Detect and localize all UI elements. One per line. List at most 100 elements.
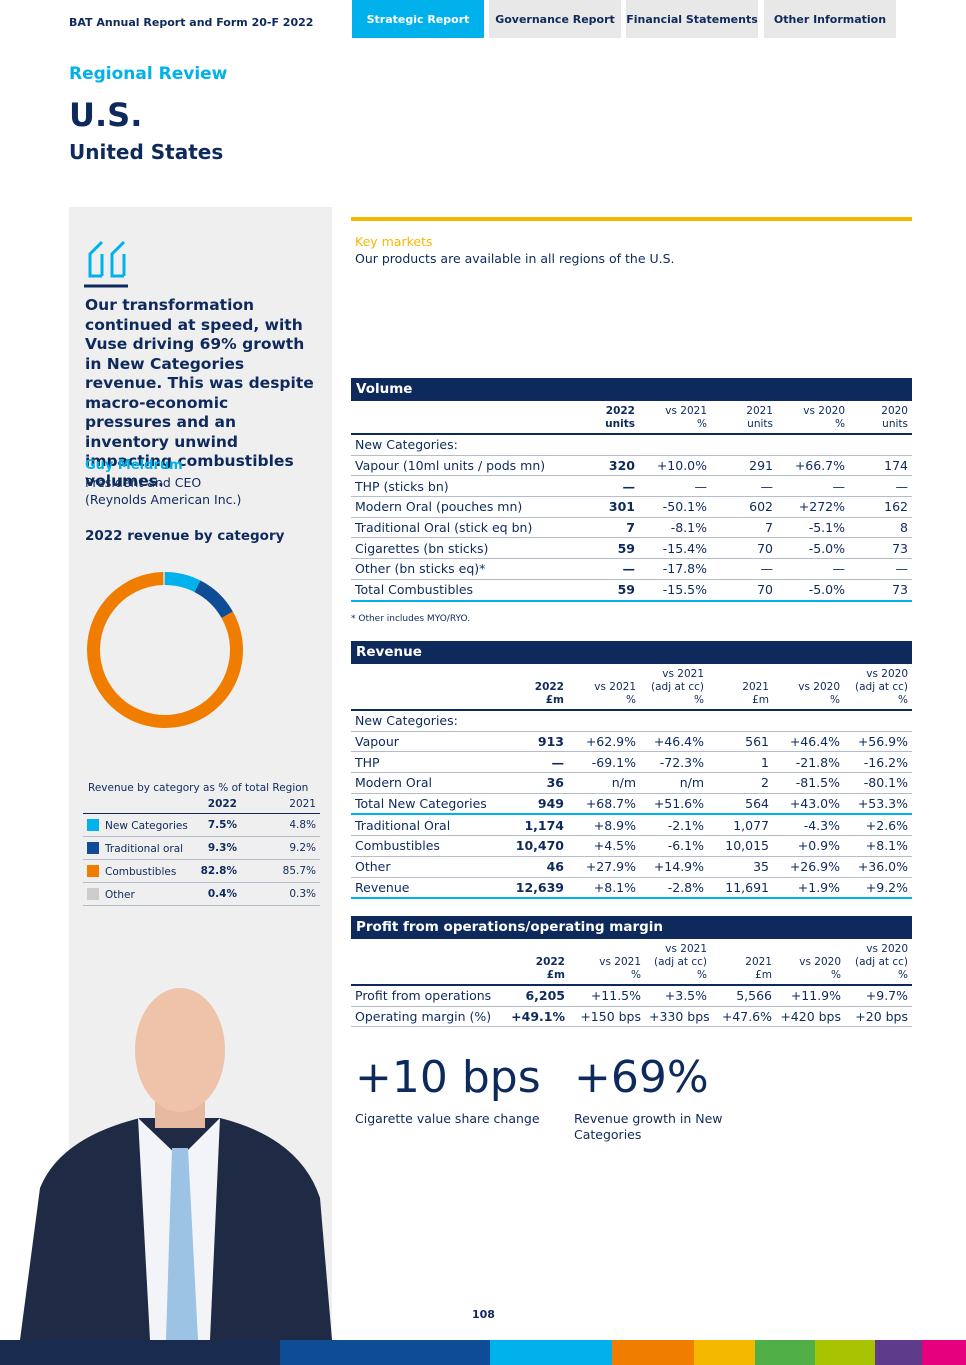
header-cell: vs 2020 (adj at cc)% xyxy=(845,943,912,986)
header-cell: vs 2021% xyxy=(639,405,711,435)
header-line: vs 2020 xyxy=(798,681,840,693)
table-cell: — xyxy=(849,475,912,498)
table-cell: 301 xyxy=(571,496,639,518)
table-row: Combustibles 10,470 +4.5% -6.1% 10,015 +0.9% +… xyxy=(351,835,912,857)
quote-name: Guy Meldrum xyxy=(85,458,183,473)
header-line: % xyxy=(694,694,704,706)
header-line: vs 2020 xyxy=(803,405,845,417)
table-row: New Categories: xyxy=(351,710,912,732)
table-cell: 11,691 xyxy=(708,876,773,900)
data-table: 2022 £m vs 2021% vs 2021 (adj at cc)% 2021 £m v… xyxy=(351,943,912,1028)
table-cell: 35 xyxy=(708,856,773,878)
header-line: vs 2021 xyxy=(662,668,704,680)
table-cell: 73 xyxy=(849,578,912,602)
color-bar xyxy=(0,1340,966,1365)
table-cell: Vapour (10ml units / pods mn) xyxy=(351,455,571,477)
legend-table: 2022 2021 New Categories 7.5% 4.8% Traditiona… xyxy=(83,798,320,906)
data-table: 2022 units vs 2021% 2021 units vs 2020% 2020 un… xyxy=(351,405,912,602)
table-row: Total Combustibles 59 -15.5% 70 -5.0% 73 xyxy=(351,578,912,602)
table-cell xyxy=(640,710,708,732)
header-line: (adj at cc) xyxy=(654,956,707,968)
table-row: THP — -69.1% -72.3% 1 -21.8% -16.2% xyxy=(351,751,912,774)
table-cell: -80.1% xyxy=(844,772,912,794)
header-line: % xyxy=(898,969,908,981)
donut-chart xyxy=(87,572,244,728)
table-row: New Categories: xyxy=(351,434,912,456)
table-cell: — xyxy=(777,475,849,498)
header-cell: vs 2020% xyxy=(773,668,844,711)
table-cell: 7 xyxy=(571,517,639,539)
table-cell: -5.0% xyxy=(777,537,849,560)
table-cell: +56.9% xyxy=(844,731,912,753)
subtitle: United States xyxy=(69,140,224,164)
doc-title: BAT Annual Report and Form 20-F 2022 xyxy=(69,16,314,29)
table-cell: — xyxy=(711,558,777,580)
table-cell: Total New Categories xyxy=(351,792,501,816)
header-line: £m xyxy=(546,969,565,981)
header-cell xyxy=(351,668,501,711)
table-cell: +62.9% xyxy=(568,731,640,753)
nav-tab[interactable]: Strategic Report xyxy=(352,0,484,38)
table-cell: +330 bps xyxy=(645,1006,711,1028)
legend-text: Other xyxy=(105,888,135,901)
table-cell: — xyxy=(849,558,912,580)
table-row: Total New Categories 949 +68.7% +51.6% 564 +4… xyxy=(351,792,912,816)
page-number: 108 xyxy=(472,1308,495,1321)
header-cell: vs 2021% xyxy=(568,668,640,711)
header-line: 2020 xyxy=(881,405,908,417)
legend-swatch xyxy=(87,864,99,877)
table-cell: +4.5% xyxy=(568,835,640,857)
header-line: vs 2020 xyxy=(866,668,908,680)
table-cell: 949 xyxy=(501,792,568,816)
nav-tab[interactable]: Governance Report xyxy=(489,0,621,38)
table-cell: -15.5% xyxy=(639,578,711,602)
nav-tab[interactable]: Other Information xyxy=(764,0,896,38)
header-line: vs 2021 xyxy=(665,943,707,955)
header-cell: 2021 units xyxy=(711,405,777,435)
header-line: £m xyxy=(545,694,564,706)
table-cell: — xyxy=(571,558,639,580)
chart-title: 2022 revenue by category xyxy=(85,528,285,544)
legend-row: Other 0.4% 0.3% xyxy=(83,882,320,906)
legend-label: New Categories xyxy=(83,813,188,837)
table-title: Revenue xyxy=(351,641,912,664)
stat-label: Cigarette value share change xyxy=(355,1111,540,1126)
header-line: 2022 xyxy=(534,681,564,693)
table-cell: 59 xyxy=(571,578,639,602)
table-title: Volume xyxy=(351,378,912,401)
table-cell: 59 xyxy=(571,537,639,560)
table-cell: Cigarettes (bn sticks) xyxy=(351,537,571,560)
header-line: (adj at cc) xyxy=(651,681,704,693)
table-cell xyxy=(639,434,711,456)
table-cell: +53.3% xyxy=(844,792,912,816)
header-line: 2022 xyxy=(535,956,565,968)
table-cell: +11.5% xyxy=(569,985,645,1007)
table-cell: Operating margin (%) xyxy=(351,1006,501,1028)
table-cell: 70 xyxy=(711,537,777,560)
data-table: 2022 £m vs 2021% vs 2021 (adj at cc)% 2021 £m v… xyxy=(351,668,912,900)
table-cell: +68.7% xyxy=(568,792,640,816)
table-cell: +272% xyxy=(777,496,849,518)
legend-swatch xyxy=(87,818,99,831)
header-row: 2022 £m vs 2021% vs 2021 (adj at cc)% 2021 £m v… xyxy=(351,668,912,711)
donut-segment xyxy=(163,572,165,586)
table-cell: +11.9% xyxy=(776,985,845,1007)
table-cell: +46.4% xyxy=(640,731,708,753)
legend-value: 4.8% xyxy=(241,813,320,837)
table-cell: 2 xyxy=(708,772,773,794)
table-cell: +27.9% xyxy=(568,856,640,878)
table-cell: Other xyxy=(351,856,501,878)
table-cell: +9.7% xyxy=(845,985,912,1007)
table-cell xyxy=(777,434,849,456)
nav-tab[interactable]: Financial Statements xyxy=(626,0,758,38)
table-cell: — xyxy=(777,558,849,580)
header-line: % xyxy=(697,418,707,430)
table-cell xyxy=(711,434,777,456)
table-cell: -15.4% xyxy=(639,537,711,560)
table-row: Profit from operations 6,205 +11.5% +3.5% 5,… xyxy=(351,985,912,1007)
table-cell: New Categories: xyxy=(351,434,571,456)
legend-value: 9.2% xyxy=(241,836,320,860)
legend-header-cell: 2022 xyxy=(162,798,241,814)
table-row: Operating margin (%) +49.1% +150 bps +330 b… xyxy=(351,1006,912,1028)
table-cell xyxy=(708,710,773,732)
